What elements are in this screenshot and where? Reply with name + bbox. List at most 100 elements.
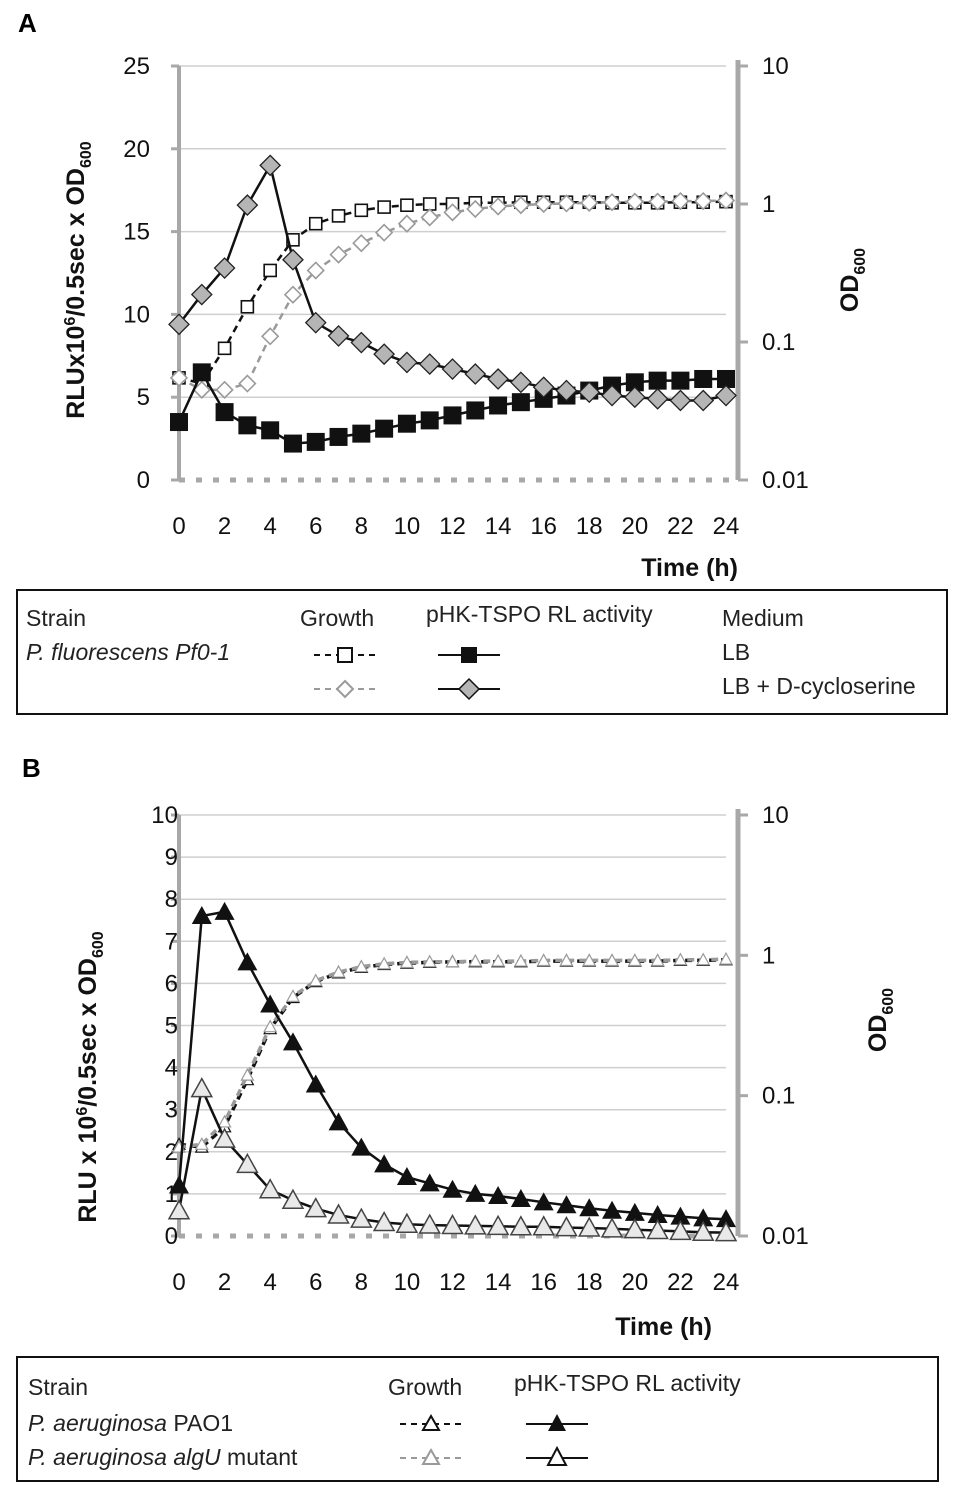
left-tick-label: 9 bbox=[165, 844, 178, 871]
data-point bbox=[443, 203, 462, 222]
data-point bbox=[214, 901, 235, 920]
data-point bbox=[443, 406, 462, 425]
data-point bbox=[400, 198, 414, 213]
data-point bbox=[328, 1112, 349, 1131]
left-tick-label: 5 bbox=[165, 1013, 178, 1040]
data-point bbox=[395, 351, 418, 374]
x-axis-title: Time (h) bbox=[615, 1313, 712, 1341]
data-point bbox=[693, 1208, 714, 1227]
legend-b-growth-algu-symbol bbox=[400, 1447, 462, 1465]
data-point bbox=[714, 1221, 738, 1242]
data-point bbox=[331, 209, 346, 223]
x-tick-label: 0 bbox=[172, 513, 185, 540]
legend-b-activity-pao1-symbol bbox=[526, 1414, 588, 1431]
data-point bbox=[534, 389, 553, 408]
data-point bbox=[331, 964, 346, 978]
data-point bbox=[509, 371, 532, 394]
data-point bbox=[691, 1220, 715, 1241]
data-point bbox=[445, 954, 460, 968]
data-point bbox=[422, 954, 437, 968]
legend-a-strain-header: Strain bbox=[26, 605, 87, 631]
data-point bbox=[190, 283, 213, 306]
x-axis-title: Time (h) bbox=[641, 554, 738, 582]
data-point bbox=[418, 1213, 441, 1234]
y-title-part: RLUx10 bbox=[62, 326, 90, 419]
data-point bbox=[673, 952, 688, 966]
data-point bbox=[488, 1186, 509, 1205]
data-point bbox=[354, 959, 369, 973]
legend-b-growth-header: Growth bbox=[388, 1374, 463, 1400]
data-point bbox=[217, 1114, 232, 1128]
data-point bbox=[488, 197, 508, 216]
data-point bbox=[263, 1019, 278, 1033]
data-point bbox=[648, 192, 667, 211]
data-point bbox=[351, 1137, 372, 1156]
legend-b: Strain Growth pHK-TSPO RL activity P. ae… bbox=[16, 1356, 939, 1482]
data-point bbox=[260, 994, 281, 1013]
data-point bbox=[487, 368, 510, 390]
data-point bbox=[532, 1215, 555, 1236]
data-point bbox=[559, 953, 574, 967]
left-tick-label: 15 bbox=[123, 219, 150, 246]
data-point bbox=[261, 421, 280, 440]
data-point bbox=[624, 1202, 645, 1221]
data-point bbox=[240, 1067, 255, 1081]
y-title-sup: 6 bbox=[62, 317, 79, 326]
data-point bbox=[717, 369, 735, 388]
legend-b-activity-header: pHK-TSPO RL activity bbox=[514, 1370, 741, 1396]
data-point bbox=[533, 1192, 554, 1211]
series-b-4 bbox=[167, 1077, 738, 1242]
data-point bbox=[167, 1199, 191, 1220]
x-tick-label: 10 bbox=[394, 513, 421, 540]
data-point bbox=[577, 1216, 601, 1237]
data-point bbox=[511, 196, 531, 215]
data-point bbox=[555, 1216, 578, 1237]
x-tick-label: 12 bbox=[439, 1269, 466, 1296]
x-tick-label: 4 bbox=[263, 1269, 276, 1296]
data-point bbox=[306, 261, 325, 280]
data-point bbox=[534, 194, 553, 214]
data-point bbox=[671, 191, 690, 211]
legend-a-medium-header: Medium bbox=[722, 605, 804, 631]
data-point bbox=[285, 989, 300, 1002]
legend-b-strain-algu-label: mutant bbox=[220, 1444, 298, 1470]
left-tick-label: 20 bbox=[123, 136, 150, 163]
data-point bbox=[605, 953, 620, 967]
data-point bbox=[442, 1179, 463, 1198]
legend-a-growth-dcs-symbol bbox=[314, 679, 376, 699]
right-tick-label: 1 bbox=[762, 191, 775, 218]
data-point bbox=[441, 1213, 464, 1235]
data-point bbox=[625, 373, 644, 392]
right-tick-label: 0.1 bbox=[762, 1083, 795, 1110]
data-point bbox=[513, 953, 528, 967]
data-point bbox=[236, 194, 259, 217]
data-point bbox=[327, 325, 350, 347]
data-point bbox=[258, 1178, 282, 1199]
x-tick-label: 2 bbox=[218, 1269, 231, 1296]
data-point bbox=[466, 199, 485, 219]
data-point bbox=[329, 245, 348, 264]
data-point bbox=[375, 419, 394, 438]
data-point bbox=[372, 1210, 396, 1232]
data-point bbox=[464, 1214, 487, 1235]
data-point bbox=[350, 331, 373, 354]
data-point bbox=[578, 381, 601, 404]
data-point bbox=[716, 191, 736, 210]
data-point bbox=[486, 1214, 510, 1236]
right-tick-label: 10 bbox=[762, 53, 789, 80]
data-point bbox=[282, 1032, 303, 1051]
left-tick-label: 7 bbox=[165, 928, 178, 955]
data-point bbox=[304, 311, 327, 334]
data-point bbox=[168, 313, 190, 336]
data-point bbox=[718, 951, 734, 965]
data-point bbox=[217, 341, 232, 356]
data-point bbox=[420, 411, 439, 430]
x-tick-label: 16 bbox=[530, 1269, 557, 1296]
x-tick-label: 18 bbox=[576, 513, 603, 540]
data-point bbox=[397, 414, 416, 433]
right-tick-label: 1 bbox=[762, 942, 775, 969]
data-point bbox=[579, 1198, 600, 1217]
data-point bbox=[716, 1209, 736, 1228]
